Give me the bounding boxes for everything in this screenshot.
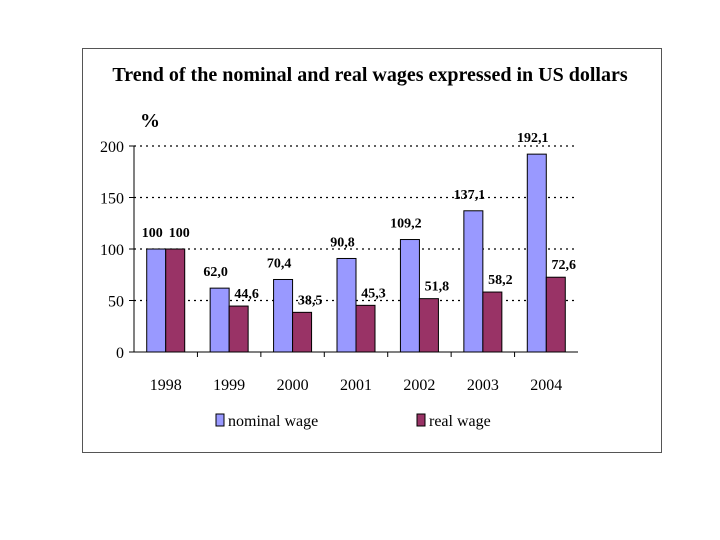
bar-nominal-wage: [146, 248, 167, 353]
bar-nominal-wage: [526, 153, 547, 353]
bar-real-wage: [355, 304, 376, 353]
bar-real-wage: [165, 248, 186, 353]
y-tick-label: 200: [100, 139, 124, 156]
data-label-nominal: 137,1: [454, 188, 486, 203]
data-label-nominal: 62,0: [203, 265, 228, 280]
bar-nominal-wage: [273, 278, 294, 353]
legend-swatch-real: [416, 413, 426, 427]
y-tick-label: 50: [108, 294, 124, 311]
bar-nominal-wage: [399, 239, 420, 353]
bar-real-wage: [228, 305, 249, 353]
x-tick-label: 2004: [530, 377, 562, 394]
chart-title: Trend of the nominal and real wages expr…: [112, 64, 627, 86]
legend-swatch-nominal: [215, 413, 225, 427]
bar-nominal-wage: [336, 257, 357, 353]
y-tick-label: 0: [116, 345, 124, 362]
bar-nominal-wage: [209, 287, 230, 353]
data-label-real: 38,5: [298, 293, 323, 308]
bar-real-wage: [545, 276, 566, 353]
x-tick-label: 2002: [403, 377, 435, 394]
data-label-nominal: 192,1: [517, 131, 549, 146]
x-tick-label: 2000: [277, 377, 309, 394]
x-tick-label: 1998: [150, 377, 182, 394]
bar-real-wage: [418, 298, 439, 353]
data-label-real: 45,3: [361, 286, 386, 301]
bar-nominal-wage: [463, 210, 484, 353]
legend-label-nominal: nominal wage: [228, 413, 318, 430]
data-label-real: 51,8: [425, 280, 450, 295]
data-label-real: 100: [169, 226, 190, 241]
data-label-real: 44,6: [234, 287, 259, 302]
y-axis-label: %: [140, 110, 160, 132]
data-label-nominal: 90,8: [330, 235, 355, 250]
y-tick-label: 100: [100, 242, 124, 259]
data-label-nominal: 70,4: [267, 256, 292, 271]
legend-label-real: real wage: [429, 413, 491, 430]
data-label-real: 72,6: [552, 258, 577, 273]
x-tick-label: 1999: [213, 377, 245, 394]
data-label-nominal: 100: [142, 226, 163, 241]
bar-real-wage: [482, 291, 503, 353]
x-tick-label: 2003: [467, 377, 499, 394]
data-label-nominal: 109,2: [390, 217, 422, 232]
y-tick-label: 150: [100, 191, 124, 208]
data-label-real: 58,2: [488, 273, 513, 288]
x-tick-label: 2001: [340, 377, 372, 394]
bar-real-wage: [292, 311, 313, 353]
